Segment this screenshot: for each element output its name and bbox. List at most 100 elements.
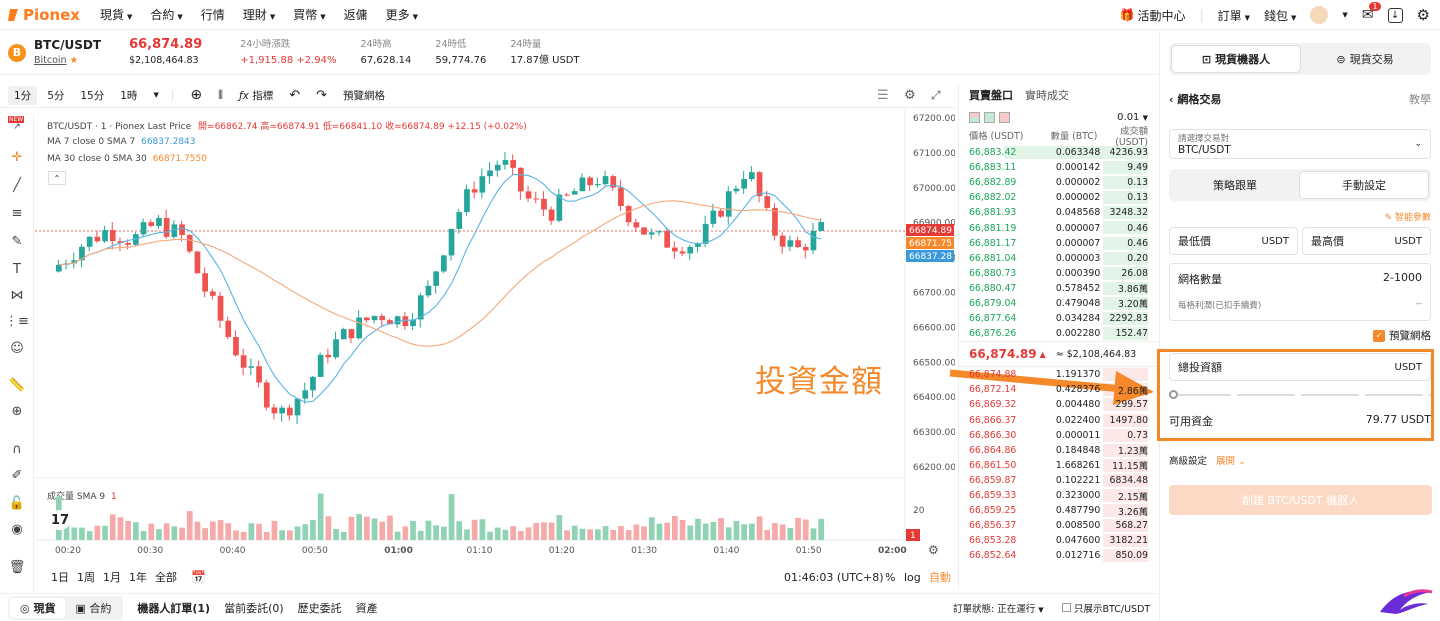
bid-row[interactable]: 66,874.88 1.191370 <box>959 367 1158 382</box>
add-compare-icon[interactable]: ⊕ <box>190 87 203 103</box>
ask-row[interactable]: 66,881.19 0.000007 0.46 <box>959 220 1158 235</box>
grid-count-input[interactable]: 網格數量 2-1000 <box>1170 264 1430 287</box>
download-icon[interactable]: ↓ <box>1387 7 1403 23</box>
auto-toggle[interactable]: 自動 <box>929 571 951 584</box>
horizontal-lines-icon[interactable]: ≡ <box>11 205 23 221</box>
bid-row[interactable]: 66,859.33 0.323000 2.15萬 <box>959 488 1158 503</box>
nav-menu-item[interactable]: 合約 ▼ <box>150 6 182 23</box>
bid-row[interactable]: 66,866.37 0.022400 1497.80 <box>959 413 1158 428</box>
crosshair-icon[interactable]: ✛ <box>11 149 23 165</box>
fullscreen-icon[interactable]: ⤢ <box>931 87 941 102</box>
footer-tab[interactable]: 資產 <box>355 601 378 615</box>
slider-thumb[interactable] <box>1169 390 1178 399</box>
min-price-input[interactable]: 最低價 USDT <box>1169 227 1298 255</box>
bid-row[interactable]: 66,859.87 0.102221 6834.48 <box>959 473 1158 488</box>
investment-input[interactable]: 總投資額 USDT <box>1169 353 1431 381</box>
futures-tab[interactable]: ▣ 合約 <box>65 598 121 618</box>
nav-menu-item[interactable]: 行情 <box>201 6 225 23</box>
tab-recent-trades[interactable]: 實時成交 <box>1025 89 1069 102</box>
max-price-input[interactable]: 最高價 USDT <box>1302 227 1431 255</box>
avatar[interactable] <box>1310 6 1329 24</box>
collapse-legend-icon[interactable]: ⌃ <box>48 171 66 185</box>
nav-menu-item[interactable]: 理財 ▼ <box>243 6 275 23</box>
preview-grid-button[interactable]: 預覽網格 <box>343 89 386 102</box>
pair-select[interactable]: 請選擇交易對 BTC/USDT ⌄ <box>1169 129 1431 159</box>
time-axis-settings-icon[interactable]: ⚙ <box>928 543 939 557</box>
ask-row[interactable]: 66,883.42 0.063348 4236.93 <box>959 145 1158 160</box>
back-button[interactable]: ‹ 網格交易 <box>1169 91 1221 107</box>
settings-icon[interactable]: ⚙ <box>1416 6 1430 24</box>
calendar-icon[interactable]: 📅 <box>191 570 206 584</box>
candle-type-icon[interactable]: ⫼ <box>218 88 223 101</box>
magnet-icon[interactable]: ∩ <box>12 441 22 457</box>
precision-select[interactable]: 0.01 ▼ <box>1117 112 1148 123</box>
ask-row[interactable]: 66,882.89 0.000002 0.13 <box>959 175 1158 190</box>
bid-row[interactable]: 66,852.64 0.012716 850.09 <box>959 548 1158 563</box>
tab-order-book[interactable]: 買賣盤口 <box>969 89 1013 102</box>
orders-menu[interactable]: 訂單 ▼ <box>1218 7 1250 24</box>
bid-row[interactable]: 66,866.30 0.000011 0.73 <box>959 428 1158 443</box>
menu-lines-icon[interactable]: ☰ <box>877 87 889 103</box>
fib-icon[interactable]: ⋮≡ <box>5 313 29 329</box>
ask-row[interactable]: 66,883.11 0.000142 9.49 <box>959 160 1158 175</box>
order-status-filter[interactable]: 訂單狀態: 正在運行 ▼ <box>953 601 1044 615</box>
interval-1h[interactable]: 1時 <box>120 89 138 102</box>
eye-icon[interactable]: ◉ <box>11 521 23 537</box>
bid-row[interactable]: 66,869.32 0.004480 299.57 <box>959 397 1158 412</box>
range-button[interactable]: 1周 <box>77 571 95 584</box>
favorite-star-icon[interactable]: ★ <box>69 54 79 66</box>
range-button[interactable]: 1日 <box>51 571 69 584</box>
percent-toggle[interactable]: % <box>885 570 896 584</box>
price-chart[interactable]: BTC/USDT · 1 · Pionex Last Price 開=66862… <box>35 108 955 558</box>
lock-icon[interactable]: 🔓 <box>8 495 26 511</box>
ask-row[interactable]: 66,879.04 0.479048 3.20萬 <box>959 296 1158 311</box>
trendline-icon[interactable]: ╱ <box>13 177 21 193</box>
investment-slider[interactable] <box>1169 389 1431 401</box>
spot-tab[interactable]: ◎ 現貨 <box>10 597 66 618</box>
footer-tab[interactable]: 當前委託(0) <box>224 601 284 615</box>
nav-menu-item[interactable]: 買幣 ▼ <box>293 6 325 23</box>
preview-grid-toggle[interactable]: ✓ 預覽網格 <box>1160 328 1431 343</box>
pionex-logo[interactable]: Pionex <box>8 6 80 24</box>
brush-icon[interactable]: ✎ <box>11 233 23 249</box>
pair-name[interactable]: BTC/USDT <box>34 37 102 52</box>
tab-spot-trade[interactable]: ⊜ 現貨交易 <box>1301 45 1429 73</box>
book-bids-icon[interactable] <box>984 112 995 123</box>
bid-row[interactable]: 66,861.50 1.668261 11.15萬 <box>959 458 1158 473</box>
ask-row[interactable]: 66,881.17 0.000007 0.46 <box>959 236 1158 251</box>
ask-row[interactable]: 66,877.64 0.034284 2292.83 <box>959 311 1158 326</box>
tab-copy-strategy[interactable]: 策略跟單 <box>1213 179 1257 192</box>
pattern-icon[interactable]: ⋈ <box>10 287 24 303</box>
bid-row[interactable]: 66,856.37 0.008500 568.27 <box>959 518 1158 533</box>
range-button[interactable]: 1月 <box>103 571 121 584</box>
tab-spot-bot[interactable]: ⊡ 現貨機器人 <box>1171 45 1301 73</box>
bid-row[interactable]: 66,853.28 0.047600 3182.21 <box>959 533 1158 548</box>
bid-row[interactable]: 66,872.14 0.428376 2.86萬 <box>959 382 1158 397</box>
redo-icon[interactable]: ↷ <box>316 87 328 103</box>
tutorial-link[interactable]: 教學 <box>1409 93 1431 106</box>
chart-settings-icon[interactable]: ⚙ <box>904 87 916 103</box>
activity-center-link[interactable]: 🎁 活動中心 <box>1120 7 1186 24</box>
create-bot-button[interactable]: 創建 BTC/USDT 機器人 <box>1169 485 1432 515</box>
ask-row[interactable]: 66,881.04 0.000003 0.20 <box>959 251 1158 266</box>
emoji-icon[interactable]: ☺ <box>10 340 24 356</box>
text-tool-icon[interactable]: T <box>13 261 21 277</box>
ask-row[interactable]: 66,880.47 0.578452 3.86萬 <box>959 281 1158 296</box>
ask-row[interactable]: 66,882.02 0.000002 0.13 <box>959 190 1158 205</box>
wallet-menu[interactable]: 錢包 ▼ <box>1264 7 1296 24</box>
nav-menu-item[interactable]: 更多 ▼ <box>386 6 418 23</box>
range-button[interactable]: 1年 <box>129 571 147 584</box>
ask-row[interactable]: 66,876.26 0.002280 152.47 <box>959 326 1158 341</box>
indicators-button[interactable]: ƒx 指標 <box>233 86 279 105</box>
coin-name[interactable]: Bitcoin <box>34 54 67 66</box>
chevron-down-icon[interactable]: ▼ <box>153 91 159 99</box>
interval-5m[interactable]: 5分 <box>47 89 65 102</box>
advanced-settings[interactable]: 高級設定 展開 ⌄ <box>1169 453 1431 467</box>
book-asks-icon[interactable] <box>999 112 1010 123</box>
book-both-icon[interactable] <box>969 112 980 123</box>
bid-row[interactable]: 66,864.86 0.184848 1.23萬 <box>959 443 1158 458</box>
smart-params-link[interactable]: ✎ 智能參數 <box>1160 210 1431 223</box>
range-button[interactable]: 全部 <box>155 571 177 584</box>
nav-menu-item[interactable]: 返傭 <box>344 6 368 23</box>
interval-15m[interactable]: 15分 <box>80 89 105 102</box>
